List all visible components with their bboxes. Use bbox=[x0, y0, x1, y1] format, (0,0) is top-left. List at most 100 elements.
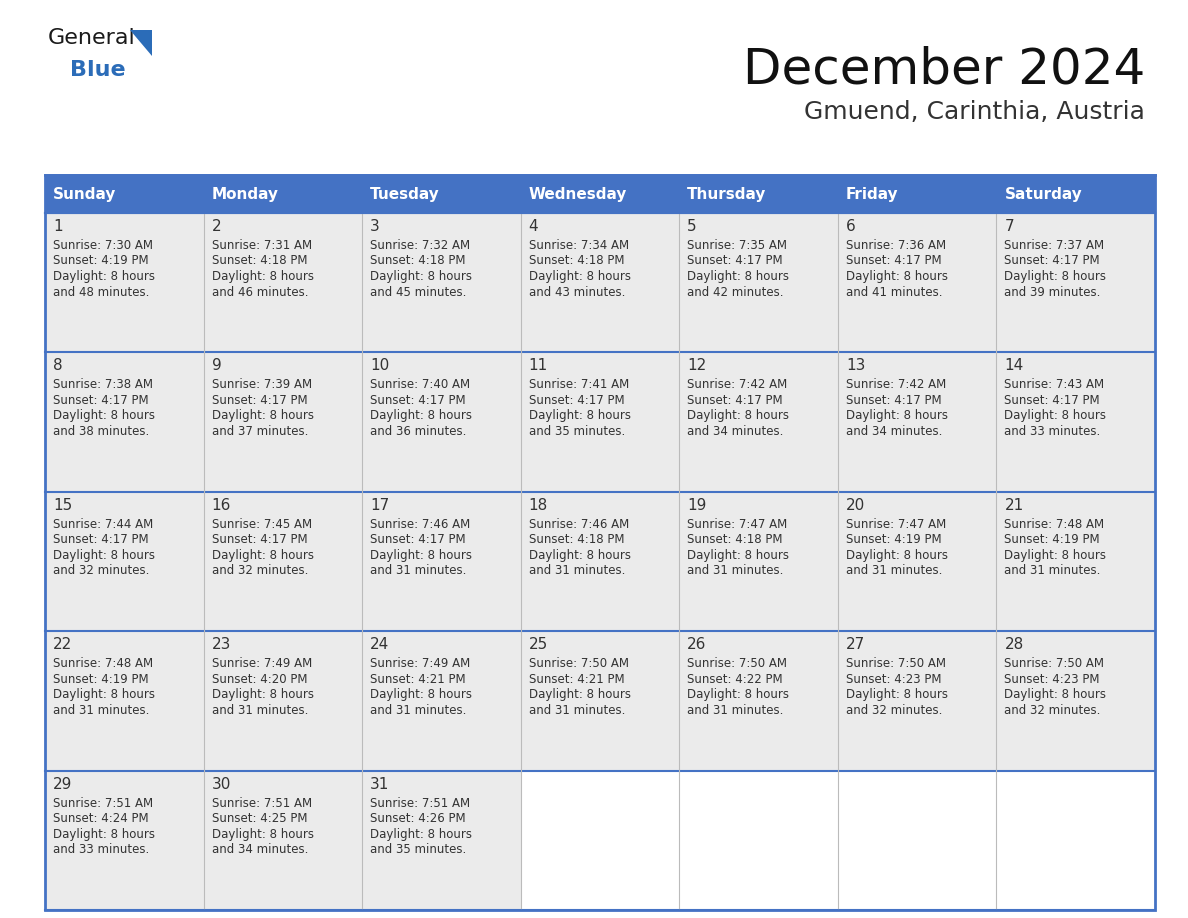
Text: 27: 27 bbox=[846, 637, 865, 652]
Bar bbox=[997, 632, 1155, 770]
Text: Daylight: 8 hours: Daylight: 8 hours bbox=[53, 270, 154, 283]
Text: 24: 24 bbox=[371, 637, 390, 652]
Text: Daylight: 8 hours: Daylight: 8 hours bbox=[211, 270, 314, 283]
Bar bbox=[520, 492, 680, 632]
Bar bbox=[362, 770, 520, 910]
Text: Daylight: 8 hours: Daylight: 8 hours bbox=[1004, 688, 1106, 701]
Text: and 43 minutes.: and 43 minutes. bbox=[529, 285, 625, 298]
Text: Friday: Friday bbox=[846, 186, 898, 201]
Text: 28: 28 bbox=[1004, 637, 1024, 652]
Text: 31: 31 bbox=[371, 777, 390, 791]
Bar bbox=[203, 770, 362, 910]
Text: and 48 minutes.: and 48 minutes. bbox=[53, 285, 150, 298]
Bar bbox=[680, 213, 838, 353]
Bar bbox=[838, 492, 997, 632]
Bar bbox=[680, 632, 838, 770]
Text: Sunrise: 7:42 AM: Sunrise: 7:42 AM bbox=[688, 378, 788, 391]
Text: and 31 minutes.: and 31 minutes. bbox=[529, 565, 625, 577]
Text: and 33 minutes.: and 33 minutes. bbox=[53, 843, 150, 856]
Text: 8: 8 bbox=[53, 358, 63, 374]
Text: and 34 minutes.: and 34 minutes. bbox=[211, 843, 308, 856]
Text: Daylight: 8 hours: Daylight: 8 hours bbox=[211, 688, 314, 701]
Text: Sunset: 4:18 PM: Sunset: 4:18 PM bbox=[211, 254, 307, 267]
Text: Sunrise: 7:39 AM: Sunrise: 7:39 AM bbox=[211, 378, 311, 391]
Text: Daylight: 8 hours: Daylight: 8 hours bbox=[688, 688, 789, 701]
Text: and 39 minutes.: and 39 minutes. bbox=[1004, 285, 1101, 298]
Text: Sunrise: 7:34 AM: Sunrise: 7:34 AM bbox=[529, 239, 628, 252]
Text: Sunset: 4:25 PM: Sunset: 4:25 PM bbox=[211, 812, 307, 825]
Text: Sunrise: 7:51 AM: Sunrise: 7:51 AM bbox=[371, 797, 470, 810]
Text: Daylight: 8 hours: Daylight: 8 hours bbox=[211, 828, 314, 841]
Text: Sunrise: 7:51 AM: Sunrise: 7:51 AM bbox=[211, 797, 311, 810]
Text: and 31 minutes.: and 31 minutes. bbox=[371, 704, 467, 717]
Text: Sunrise: 7:37 AM: Sunrise: 7:37 AM bbox=[1004, 239, 1105, 252]
Text: Sunrise: 7:38 AM: Sunrise: 7:38 AM bbox=[53, 378, 153, 391]
Text: Gmuend, Carinthia, Austria: Gmuend, Carinthia, Austria bbox=[804, 100, 1145, 124]
Text: 6: 6 bbox=[846, 219, 855, 234]
Text: Sunrise: 7:42 AM: Sunrise: 7:42 AM bbox=[846, 378, 946, 391]
Text: Wednesday: Wednesday bbox=[529, 186, 627, 201]
Text: Daylight: 8 hours: Daylight: 8 hours bbox=[1004, 409, 1106, 422]
Text: Sunset: 4:17 PM: Sunset: 4:17 PM bbox=[211, 394, 308, 407]
Bar bbox=[45, 632, 203, 770]
Bar bbox=[362, 632, 520, 770]
Text: Sunset: 4:22 PM: Sunset: 4:22 PM bbox=[688, 673, 783, 686]
Text: and 31 minutes.: and 31 minutes. bbox=[846, 565, 942, 577]
Text: Sunset: 4:18 PM: Sunset: 4:18 PM bbox=[529, 533, 624, 546]
Text: Sunset: 4:19 PM: Sunset: 4:19 PM bbox=[53, 254, 148, 267]
Text: 13: 13 bbox=[846, 358, 865, 374]
Text: Sunrise: 7:46 AM: Sunrise: 7:46 AM bbox=[371, 518, 470, 531]
Text: Daylight: 8 hours: Daylight: 8 hours bbox=[846, 688, 948, 701]
Bar bbox=[838, 632, 997, 770]
Text: Sunrise: 7:36 AM: Sunrise: 7:36 AM bbox=[846, 239, 946, 252]
Bar bbox=[203, 353, 362, 492]
Text: 15: 15 bbox=[53, 498, 72, 513]
Bar bbox=[838, 213, 997, 353]
Text: 1: 1 bbox=[53, 219, 63, 234]
Text: Daylight: 8 hours: Daylight: 8 hours bbox=[688, 270, 789, 283]
Text: Saturday: Saturday bbox=[1004, 186, 1082, 201]
Text: Sunrise: 7:44 AM: Sunrise: 7:44 AM bbox=[53, 518, 153, 531]
Bar bbox=[45, 492, 203, 632]
Text: Sunrise: 7:46 AM: Sunrise: 7:46 AM bbox=[529, 518, 628, 531]
Bar bbox=[362, 353, 520, 492]
Text: Thursday: Thursday bbox=[688, 186, 766, 201]
Text: Sunrise: 7:45 AM: Sunrise: 7:45 AM bbox=[211, 518, 311, 531]
Text: Sunset: 4:23 PM: Sunset: 4:23 PM bbox=[1004, 673, 1100, 686]
Text: Sunrise: 7:49 AM: Sunrise: 7:49 AM bbox=[371, 657, 470, 670]
Text: December 2024: December 2024 bbox=[742, 45, 1145, 93]
Text: Daylight: 8 hours: Daylight: 8 hours bbox=[529, 688, 631, 701]
Text: Daylight: 8 hours: Daylight: 8 hours bbox=[53, 409, 154, 422]
Text: Sunset: 4:17 PM: Sunset: 4:17 PM bbox=[846, 254, 941, 267]
Text: 14: 14 bbox=[1004, 358, 1024, 374]
Text: Sunset: 4:26 PM: Sunset: 4:26 PM bbox=[371, 812, 466, 825]
Bar bbox=[203, 175, 362, 213]
Text: Sunset: 4:17 PM: Sunset: 4:17 PM bbox=[371, 394, 466, 407]
Text: and 38 minutes.: and 38 minutes. bbox=[53, 425, 150, 438]
Bar bbox=[203, 632, 362, 770]
Text: Daylight: 8 hours: Daylight: 8 hours bbox=[211, 409, 314, 422]
Text: and 42 minutes.: and 42 minutes. bbox=[688, 285, 784, 298]
Bar bbox=[520, 353, 680, 492]
Text: Tuesday: Tuesday bbox=[371, 186, 440, 201]
Text: Daylight: 8 hours: Daylight: 8 hours bbox=[688, 549, 789, 562]
Text: 18: 18 bbox=[529, 498, 548, 513]
Text: Sunrise: 7:47 AM: Sunrise: 7:47 AM bbox=[846, 518, 946, 531]
Text: Sunset: 4:17 PM: Sunset: 4:17 PM bbox=[371, 533, 466, 546]
Text: Sunset: 4:18 PM: Sunset: 4:18 PM bbox=[529, 254, 624, 267]
Text: Sunrise: 7:32 AM: Sunrise: 7:32 AM bbox=[371, 239, 470, 252]
Text: 4: 4 bbox=[529, 219, 538, 234]
Text: 3: 3 bbox=[371, 219, 380, 234]
Text: Sunset: 4:17 PM: Sunset: 4:17 PM bbox=[688, 394, 783, 407]
Bar bbox=[203, 213, 362, 353]
Text: and 32 minutes.: and 32 minutes. bbox=[846, 704, 942, 717]
Text: 26: 26 bbox=[688, 637, 707, 652]
Text: Sunrise: 7:48 AM: Sunrise: 7:48 AM bbox=[53, 657, 153, 670]
Bar bbox=[45, 770, 203, 910]
Text: Daylight: 8 hours: Daylight: 8 hours bbox=[846, 270, 948, 283]
Bar bbox=[997, 213, 1155, 353]
Bar bbox=[680, 353, 838, 492]
Text: Sunset: 4:18 PM: Sunset: 4:18 PM bbox=[371, 254, 466, 267]
Text: and 31 minutes.: and 31 minutes. bbox=[529, 704, 625, 717]
Text: Daylight: 8 hours: Daylight: 8 hours bbox=[1004, 270, 1106, 283]
